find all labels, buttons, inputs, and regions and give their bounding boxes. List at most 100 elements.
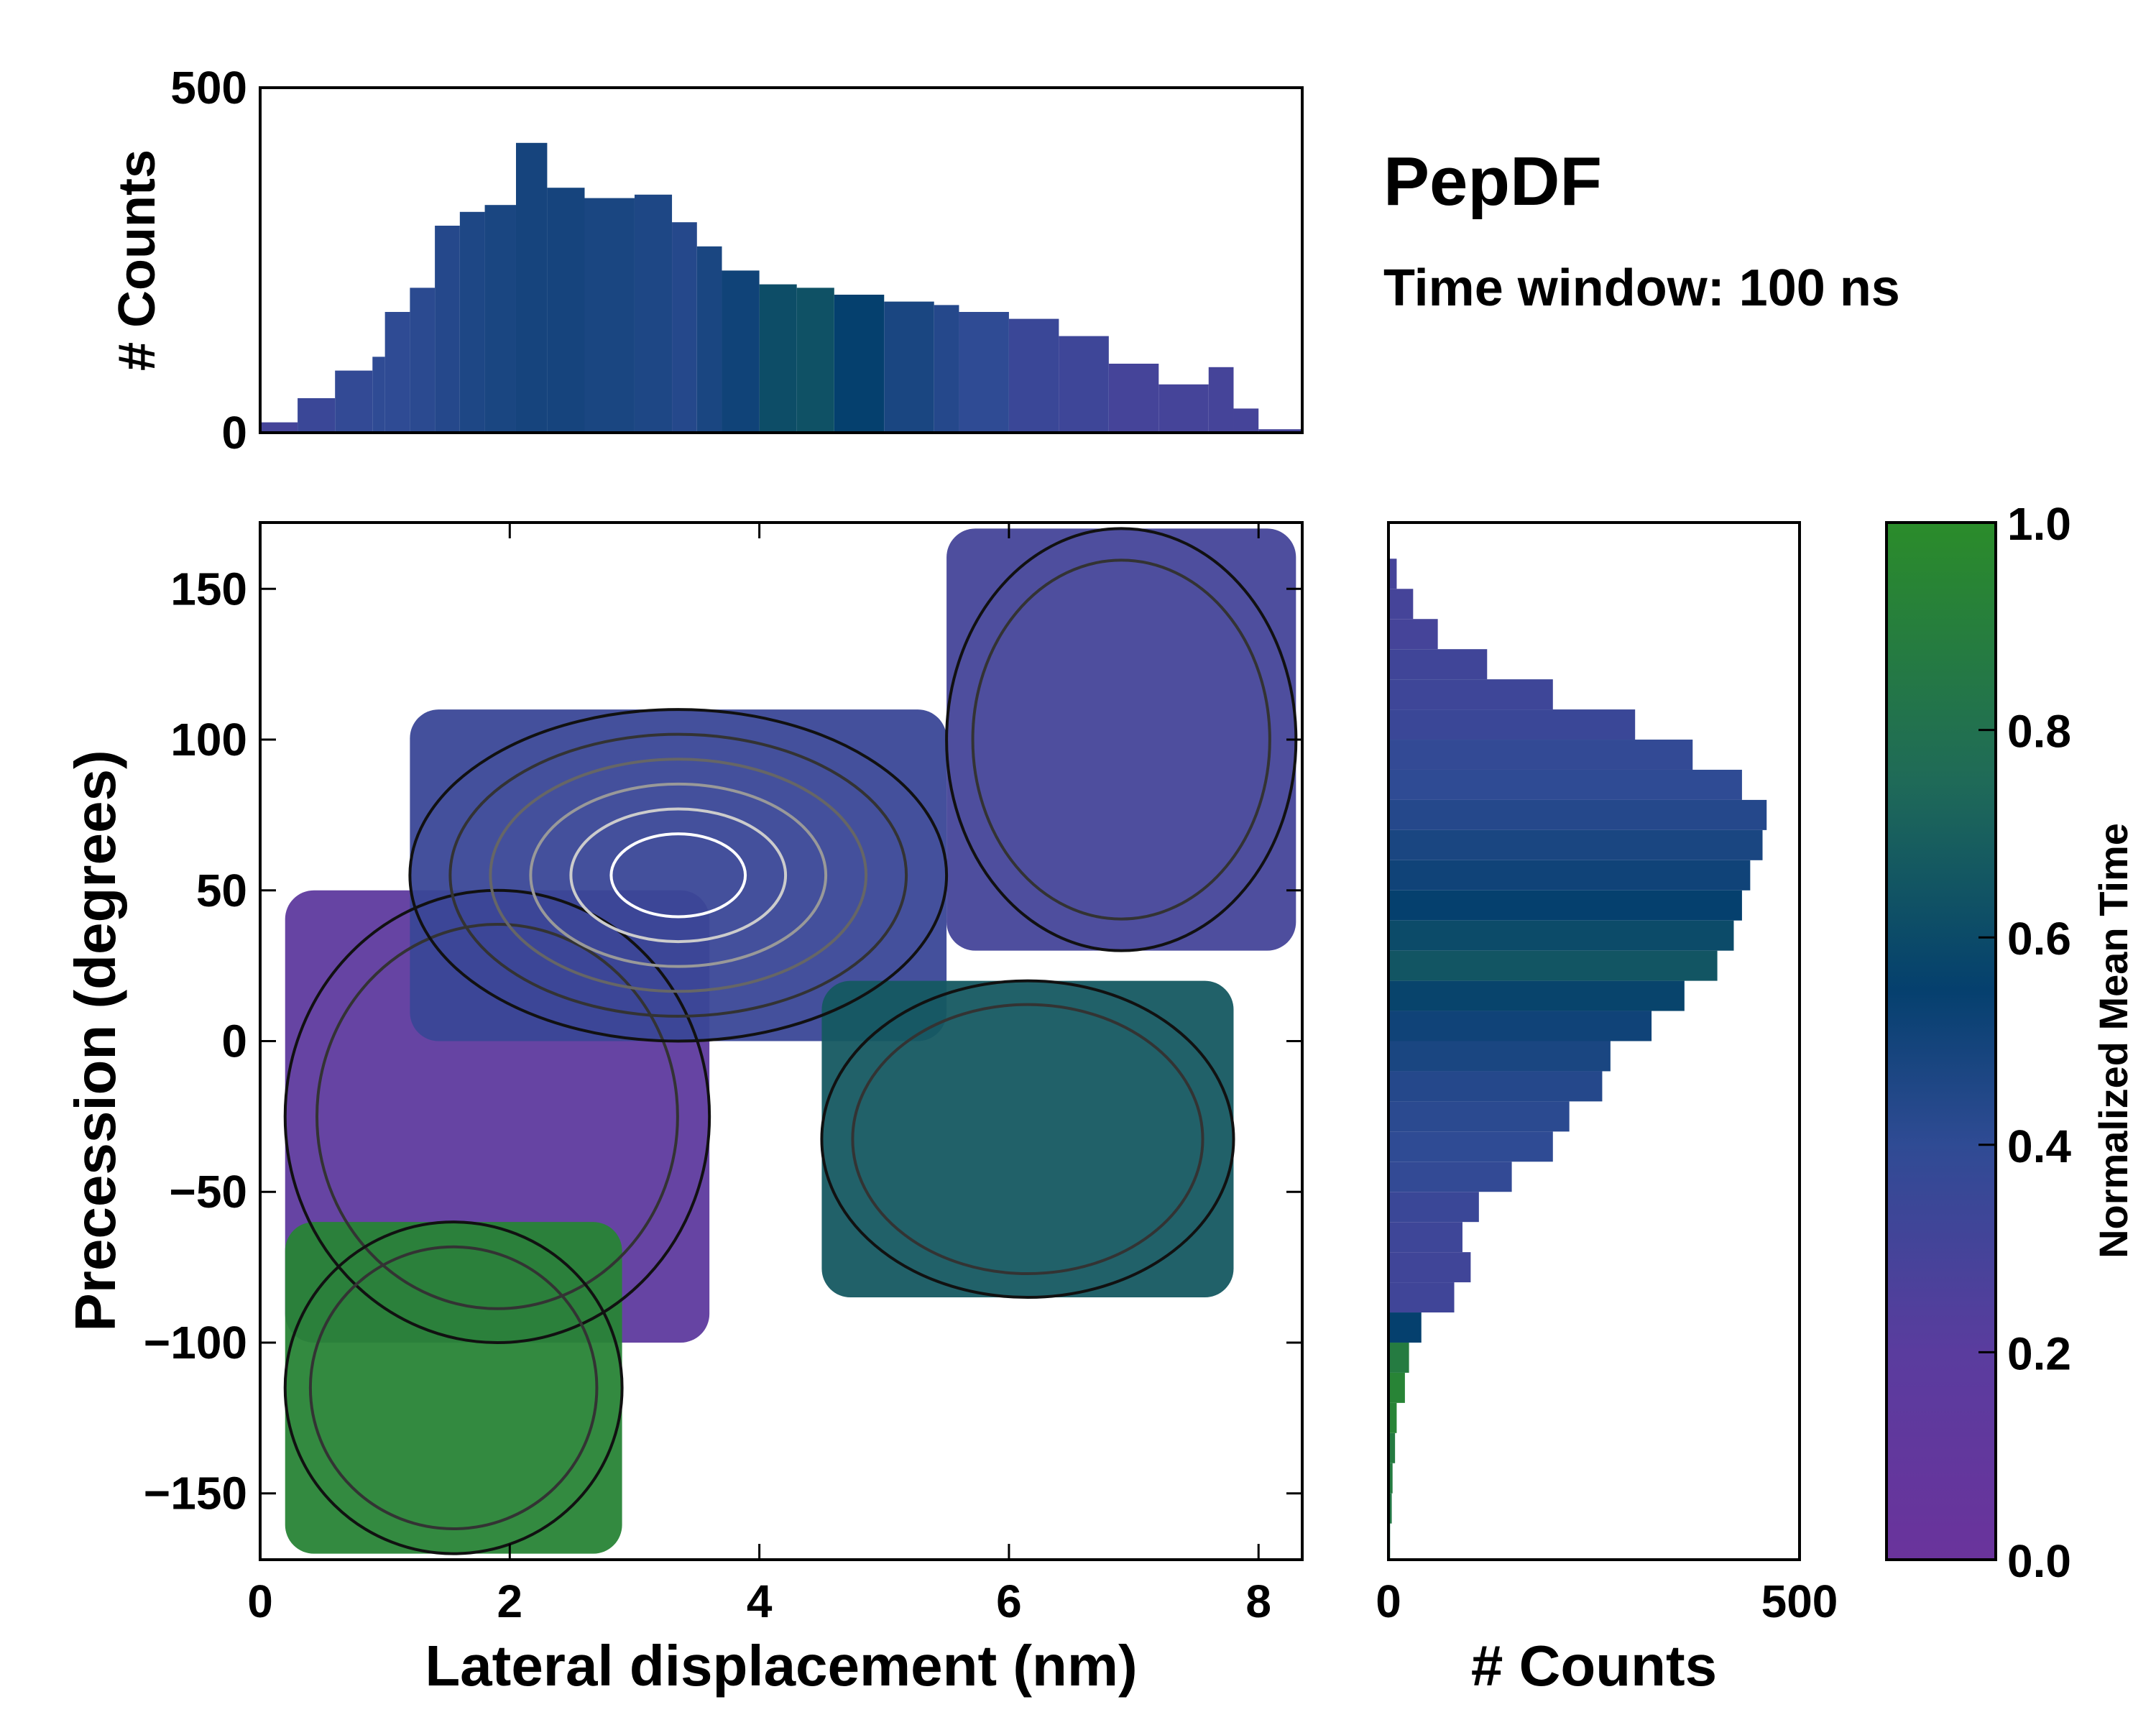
colorbar-ticks: 0.0 0.2 0.4 0.6 0.8 1.0	[1978, 498, 2071, 1587]
right-hist-bar	[1388, 1372, 1405, 1403]
x-tick-label: 2	[497, 1576, 523, 1627]
heatmap-region-3	[821, 980, 1234, 1298]
x-tick-label: 6	[996, 1576, 1022, 1627]
right-hist-bar	[1388, 1071, 1603, 1102]
right-hist-bar	[1388, 1402, 1397, 1433]
right-histogram-frame	[1387, 521, 1801, 1561]
top-hist-bar	[260, 422, 298, 433]
top-hist-bar	[515, 142, 548, 433]
y-tick-label: 100	[170, 714, 247, 765]
top-hist-bar	[1108, 364, 1159, 433]
right-hist-bar	[1388, 829, 1763, 860]
top-histogram-ylabel: # Counts	[109, 150, 166, 371]
top-hist-bar	[884, 301, 934, 433]
right-hist-bar	[1388, 799, 1767, 830]
cb-tick-label: 0.2	[2007, 1328, 2071, 1379]
y-tick-label: −50	[169, 1166, 247, 1218]
y-tick-label: −150	[144, 1468, 247, 1519]
colorbar-bar	[1885, 521, 1997, 1561]
contour-1-4	[569, 807, 788, 944]
right-hist-bar	[1388, 619, 1438, 650]
y-tick-label: 150	[170, 563, 247, 615]
contour-4-1	[971, 558, 1271, 921]
top-hist-bar	[435, 226, 460, 433]
y-tick-label: −100	[144, 1317, 247, 1368]
x-tick-label: 0	[247, 1576, 273, 1627]
contour-0-1	[315, 922, 679, 1310]
right-hist-bar	[1388, 1222, 1462, 1253]
heatmap-y-ticks: −150 −100 −50 0 50 100 150	[144, 563, 1302, 1519]
heatmap-region-2	[285, 1222, 622, 1554]
top-hist-bar	[335, 370, 373, 433]
top-y-tick-label: 500	[170, 62, 247, 114]
cb-tick-label: 0.6	[2007, 913, 2071, 965]
top-histogram	[260, 142, 1302, 433]
x-tick-label: 8	[1245, 1576, 1271, 1627]
right-x-tick-label: 500	[1761, 1576, 1838, 1627]
contour-3-1	[851, 1003, 1204, 1276]
right-hist-bar	[1388, 950, 1718, 981]
right-hist-bar	[1388, 1342, 1409, 1373]
heatmap-regions	[285, 528, 1296, 1554]
right-hist-bar	[1388, 1131, 1553, 1162]
top-hist-bar	[1208, 367, 1234, 433]
right-histogram-xlabel: # Counts	[1471, 1634, 1717, 1698]
colorbar-label: Normalized Mean Time	[2091, 823, 2136, 1259]
right-hist-bar	[1388, 1432, 1396, 1463]
top-hist-bar	[834, 295, 885, 433]
contour-3-0	[820, 979, 1235, 1300]
x-tick-label: 4	[747, 1576, 773, 1627]
right-hist-bar	[1388, 1252, 1471, 1283]
contour-2-1	[308, 1245, 599, 1531]
top-hist-bar	[1158, 384, 1209, 433]
top-hist-bar	[696, 246, 722, 433]
top-hist-bar	[934, 305, 959, 433]
right-hist-bar	[1388, 920, 1734, 951]
top-hist-bar	[722, 270, 760, 433]
heatmap-contours	[283, 527, 1298, 1555]
top-histogram-y-ticks: 0 500	[170, 62, 276, 459]
y-tick-label: 50	[196, 865, 247, 916]
cb-tick-label: 1.0	[2007, 498, 2071, 550]
heatmap-ylabel: Precession (degrees)	[63, 750, 127, 1331]
right-hist-bar	[1388, 679, 1553, 710]
right-hist-bar	[1388, 589, 1414, 620]
top-hist-bar	[1008, 318, 1059, 433]
right-hist-bar	[1388, 1463, 1393, 1494]
top-hist-bar	[384, 312, 410, 433]
right-hist-bar	[1388, 649, 1488, 680]
contour-1-3	[529, 782, 828, 968]
right-hist-bar	[1388, 558, 1397, 589]
top-hist-bar	[484, 205, 516, 433]
heatmap-x-ticks: 0 2 4 6 8	[247, 523, 1271, 1627]
top-hist-bar	[959, 312, 1009, 433]
right-hist-bar	[1388, 1493, 1392, 1524]
cb-tick-label: 0.8	[2007, 706, 2071, 758]
contour-1-0	[408, 708, 949, 1043]
heatmap-region-4	[946, 528, 1296, 951]
top-hist-bar	[634, 194, 673, 433]
right-hist-bar	[1388, 1282, 1455, 1313]
right-histogram-x-ticks: 0 500	[1376, 1544, 1838, 1627]
right-hist-bar	[1388, 1312, 1422, 1343]
contour-0-0	[283, 888, 711, 1344]
top-hist-bar	[1233, 408, 1259, 433]
top-hist-bar	[672, 222, 697, 433]
right-hist-bar	[1388, 1011, 1652, 1041]
cb-tick-label: 0.4	[2007, 1121, 2071, 1172]
right-hist-bar	[1388, 890, 1742, 921]
right-x-tick-label: 0	[1376, 1576, 1401, 1627]
contour-2-0	[283, 1220, 624, 1555]
right-hist-bar	[1388, 1162, 1512, 1192]
right-hist-bar	[1388, 860, 1751, 891]
figure-title: PepDF	[1383, 143, 1602, 220]
right-hist-bar	[1388, 740, 1693, 770]
top-hist-bar	[459, 211, 485, 433]
right-hist-bar	[1388, 980, 1685, 1011]
top-hist-bar	[298, 398, 336, 433]
top-histogram-frame	[259, 86, 1304, 434]
right-hist-bar	[1388, 1041, 1611, 1072]
top-hist-bar	[372, 356, 385, 433]
top-hist-bar	[796, 288, 834, 433]
top-hist-bar	[759, 284, 797, 433]
